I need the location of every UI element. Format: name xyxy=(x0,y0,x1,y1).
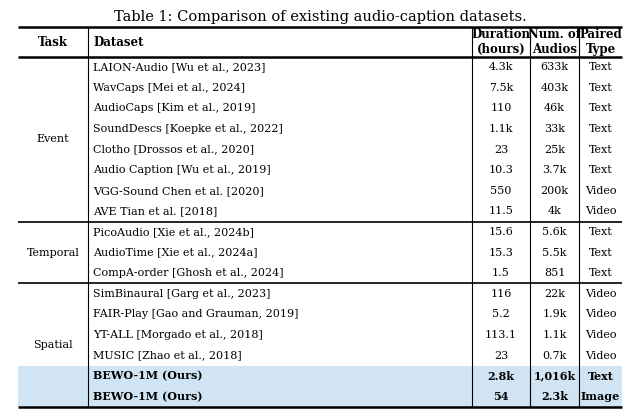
Text: 851: 851 xyxy=(544,268,565,278)
Text: Text: Text xyxy=(589,62,612,72)
Text: Video: Video xyxy=(585,206,616,216)
Text: Text: Text xyxy=(588,371,613,382)
Text: 5.6k: 5.6k xyxy=(542,227,567,237)
Text: Table 1: Comparison of existing audio-caption datasets.: Table 1: Comparison of existing audio-ca… xyxy=(114,10,526,24)
Text: Text: Text xyxy=(589,268,612,278)
Text: Video: Video xyxy=(585,186,616,196)
Bar xyxy=(18,366,622,386)
Text: Dataset: Dataset xyxy=(93,36,143,49)
Text: Paired
Type: Paired Type xyxy=(579,28,622,56)
Text: Text: Text xyxy=(589,124,612,134)
Text: 11.5: 11.5 xyxy=(488,206,513,216)
Text: AudioTime [Xie et al., 2024a]: AudioTime [Xie et al., 2024a] xyxy=(93,248,258,258)
Text: 3.7k: 3.7k xyxy=(542,165,566,175)
Text: 550: 550 xyxy=(490,186,512,196)
Text: 1.5: 1.5 xyxy=(492,268,510,278)
Text: PicoAudio [Xie et al., 2024b]: PicoAudio [Xie et al., 2024b] xyxy=(93,227,254,237)
Text: 1,016k: 1,016k xyxy=(533,371,575,382)
Text: 200k: 200k xyxy=(540,186,568,196)
Text: LAION-Audio [Wu et al., 2023]: LAION-Audio [Wu et al., 2023] xyxy=(93,62,266,72)
Text: Text: Text xyxy=(589,165,612,175)
Text: 4.3k: 4.3k xyxy=(489,62,513,72)
Text: BEWO-1M (Ours): BEWO-1M (Ours) xyxy=(93,371,202,382)
Text: Text: Text xyxy=(589,103,612,113)
Text: Text: Text xyxy=(589,83,612,93)
Text: 10.3: 10.3 xyxy=(488,165,513,175)
Text: 633k: 633k xyxy=(540,62,568,72)
Text: Image: Image xyxy=(581,391,620,402)
Text: 4k: 4k xyxy=(548,206,561,216)
Text: 22k: 22k xyxy=(544,289,565,299)
Text: WavCaps [Mei et al., 2024]: WavCaps [Mei et al., 2024] xyxy=(93,83,245,93)
Text: 403k: 403k xyxy=(540,83,568,93)
Text: 7.5k: 7.5k xyxy=(489,83,513,93)
Bar xyxy=(18,386,622,407)
Text: 1.1k: 1.1k xyxy=(542,330,567,340)
Text: AVE Tian et al. [2018]: AVE Tian et al. [2018] xyxy=(93,206,218,216)
Text: 23: 23 xyxy=(494,145,508,155)
Text: 113.1: 113.1 xyxy=(485,330,517,340)
Text: 5.5k: 5.5k xyxy=(542,248,567,258)
Text: 25k: 25k xyxy=(544,145,565,155)
Text: SimBinaural [Garg et al., 2023]: SimBinaural [Garg et al., 2023] xyxy=(93,289,271,299)
Text: Event: Event xyxy=(36,134,69,144)
Text: Temporal: Temporal xyxy=(27,248,79,258)
Text: 1.9k: 1.9k xyxy=(542,309,567,320)
Text: Video: Video xyxy=(585,351,616,361)
Text: AudioCaps [Kim et al., 2019]: AudioCaps [Kim et al., 2019] xyxy=(93,103,255,113)
Text: Clotho [Drossos et al., 2020]: Clotho [Drossos et al., 2020] xyxy=(93,145,254,155)
Text: 15.6: 15.6 xyxy=(488,227,513,237)
Text: 15.3: 15.3 xyxy=(488,248,513,258)
Text: 2.8k: 2.8k xyxy=(488,371,515,382)
Text: 5.2: 5.2 xyxy=(492,309,510,320)
Text: FAIR-Play [Gao and Grauman, 2019]: FAIR-Play [Gao and Grauman, 2019] xyxy=(93,309,298,320)
Text: 116: 116 xyxy=(490,289,512,299)
Text: 0.7k: 0.7k xyxy=(542,351,566,361)
Text: 33k: 33k xyxy=(544,124,565,134)
Text: 54: 54 xyxy=(493,391,509,402)
Text: MUSIC [Zhao et al., 2018]: MUSIC [Zhao et al., 2018] xyxy=(93,351,242,361)
Text: SoundDescs [Koepke et al., 2022]: SoundDescs [Koepke et al., 2022] xyxy=(93,124,283,134)
Text: Text: Text xyxy=(589,145,612,155)
Text: Video: Video xyxy=(585,330,616,340)
Text: Video: Video xyxy=(585,309,616,320)
Text: CompA-order [Ghosh et al., 2024]: CompA-order [Ghosh et al., 2024] xyxy=(93,268,284,278)
Text: 23: 23 xyxy=(494,351,508,361)
Text: Video: Video xyxy=(585,289,616,299)
Text: 1.1k: 1.1k xyxy=(489,124,513,134)
Text: Text: Text xyxy=(589,227,612,237)
Text: Spatial: Spatial xyxy=(33,340,73,350)
Text: 110: 110 xyxy=(490,103,512,113)
Text: 46k: 46k xyxy=(544,103,565,113)
Text: Task: Task xyxy=(38,36,68,49)
Text: VGG-Sound Chen et al. [2020]: VGG-Sound Chen et al. [2020] xyxy=(93,186,264,196)
Text: Num. of
Audios: Num. of Audios xyxy=(528,28,581,56)
Text: Duration
(hours): Duration (hours) xyxy=(472,28,531,56)
Text: Text: Text xyxy=(589,248,612,258)
Text: BEWO-1M (Ours): BEWO-1M (Ours) xyxy=(93,391,202,402)
Text: YT-ALL [Morgado et al., 2018]: YT-ALL [Morgado et al., 2018] xyxy=(93,330,263,340)
Text: Audio Caption [Wu et al., 2019]: Audio Caption [Wu et al., 2019] xyxy=(93,165,271,175)
Text: 2.3k: 2.3k xyxy=(541,391,568,402)
